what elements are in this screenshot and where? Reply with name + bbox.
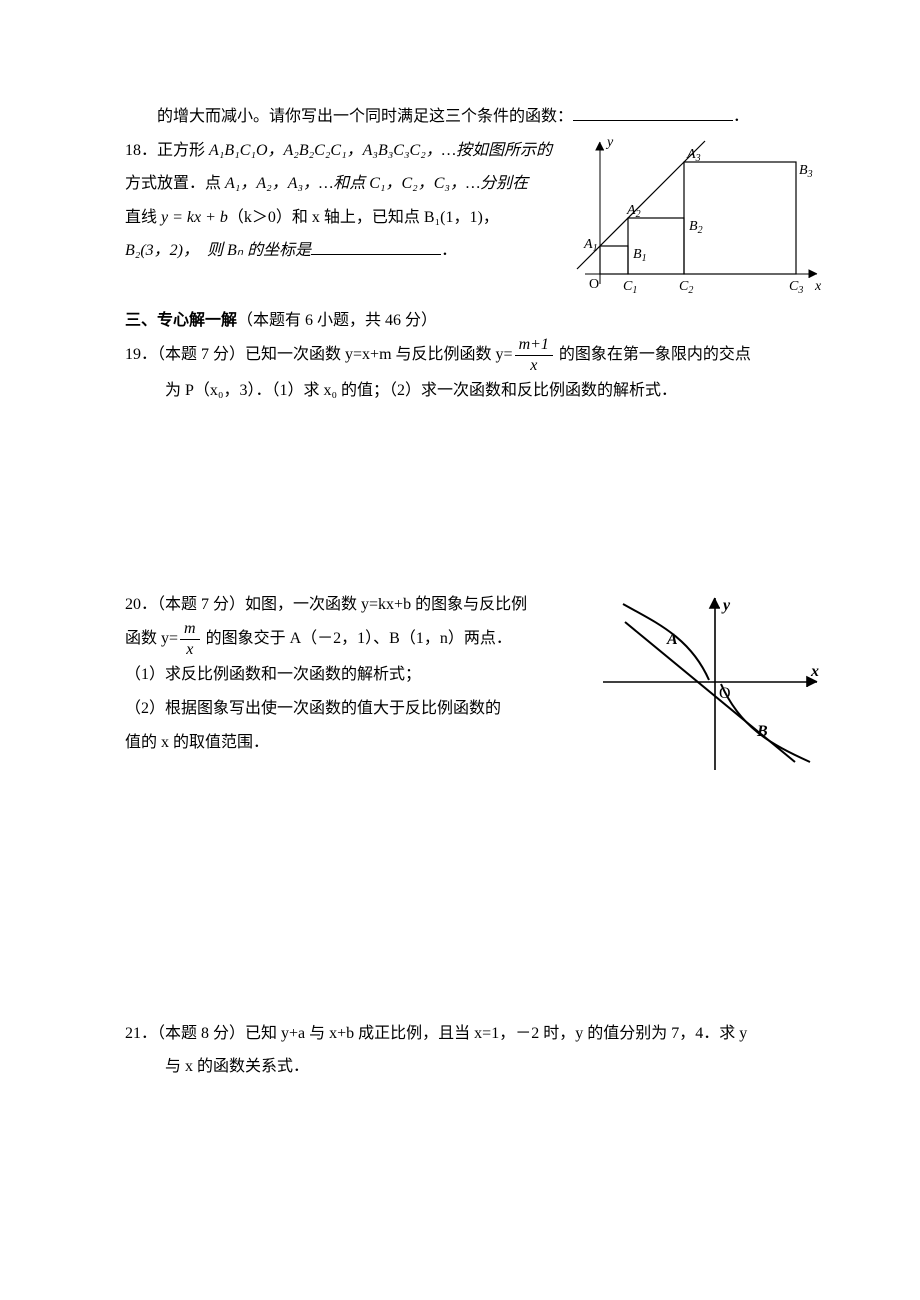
lbl-B2: B2 xyxy=(689,219,703,236)
q18-seq: A₁B₁C₁O，A₂B₂C₂C₁，A₃B₃C₃C₂，…按如图所示的 xyxy=(209,142,552,159)
q20-l2a: 函数 y= xyxy=(125,631,178,648)
q21-l2: 与 x 的函数关系式． xyxy=(165,1058,309,1075)
q21-line1: 21．（本题 8 分）已知 y+a 与 x+b 成正比例，且当 x=1，－2 时… xyxy=(125,1017,825,1051)
q18-squares-diagram: y x O A1 A2 A3 B1 B2 B3 C1 C2 C3 xyxy=(565,134,825,304)
q19-frac: m+1x xyxy=(515,337,553,374)
lbl-A2: A2 xyxy=(626,203,641,220)
q18-l1a: 正方形 xyxy=(157,142,209,159)
page: 的增大而减小。请你写出一个同时满足这三个条件的函数： ． xyxy=(0,0,920,1144)
lbl-B3: B3 xyxy=(799,163,813,180)
q19-l2: 为 P（x₀，3）．（1）求 x₀ 的值；（2）求一次函数和反比例函数的解析式． xyxy=(165,382,677,399)
q20-frac-den: x xyxy=(180,640,200,658)
q18-blank xyxy=(311,254,441,255)
q19-num: 19． xyxy=(125,346,157,363)
section3-title: 三、专心解一解 xyxy=(125,312,237,329)
q20-l1: 如图，一次函数 y=kx+b 的图象与反比例 xyxy=(245,596,527,613)
q19-frac-den: x xyxy=(515,356,553,374)
q21: 21．（本题 8 分）已知 y+a 与 x+b 成正比例，且当 x=1，－2 时… xyxy=(125,1017,825,1084)
lbl-x: x xyxy=(814,279,822,294)
q20-l2b: 的图象交于 A（－2，1）、B（1，n）两点． xyxy=(202,631,512,648)
q20-frac-num: m xyxy=(180,621,200,640)
lbl-x20: x xyxy=(810,663,819,680)
q19-frac-num: m+1 xyxy=(515,337,553,356)
q17-tail-text: 的增大而减小。请你写出一个同时满足这三个条件的函数： xyxy=(157,108,573,125)
spacer-20 xyxy=(125,777,825,1017)
q18-eq: y = kx + b xyxy=(161,209,228,226)
q18-figure: y x O A1 A2 A3 B1 B2 B3 C1 C2 C3 xyxy=(565,134,825,304)
lbl-y20: y xyxy=(721,597,731,614)
q18-l2a: 方式放置．点 xyxy=(125,175,225,192)
q20-pts: （本题 7 分） xyxy=(157,596,245,613)
section3-header: 三、专心解一解（本题有 6 小题，共 46 分） xyxy=(125,304,825,338)
q18-l3a: 直线 xyxy=(125,209,161,226)
lbl-A1: A1 xyxy=(583,237,598,254)
lbl-A20: A xyxy=(666,631,678,648)
lbl-C1: C1 xyxy=(623,279,637,296)
q20-l4: （2）根据图象写出使一次函数的值大于反比例函数的 xyxy=(125,700,501,717)
q18-num: 18． xyxy=(125,142,157,159)
q18-l3b: （k＞0）和 x 轴上，已知点 B₁(1，1)， xyxy=(228,209,499,226)
spacer-19 xyxy=(125,408,825,588)
q20-num: 20． xyxy=(125,596,157,613)
q19-l1a: 已知一次函数 y=x+m 与反比例函数 y= xyxy=(245,346,513,363)
q18-l2b: A₁，A₂，A₃，…和点 C₁，C₂，C₃，…分别在 xyxy=(225,175,528,192)
lbl-y: y xyxy=(605,135,614,150)
q19: 19．（本题 7 分）已知一次函数 y=x+m 与反比例函数 y=m+1x 的图… xyxy=(125,337,825,408)
q20-hyperbola-diagram: y x O A B xyxy=(595,592,825,777)
q18: y x O A1 A2 A3 B1 B2 B3 C1 C2 C3 18．正方形 … xyxy=(125,134,825,304)
q19-l1b: 的图象在第一象限内的交点 xyxy=(555,346,751,363)
q21-pts: （本题 8 分） xyxy=(157,1025,245,1042)
q19-line2: 为 P（x₀，3）．（1）求 x₀ 的值；（2）求一次函数和反比例函数的解析式． xyxy=(125,374,825,408)
lbl-B20: B xyxy=(756,723,768,740)
lbl-C2: C2 xyxy=(679,279,693,296)
q20-l5: 值的 x 的取值范围． xyxy=(125,734,269,751)
q20-frac: mx xyxy=(180,621,200,658)
q20-l3: （1）求反比例函数和一次函数的解析式； xyxy=(125,666,421,683)
q21-num: 21． xyxy=(125,1025,157,1042)
lbl-A3: A3 xyxy=(686,147,701,164)
lbl-O: O xyxy=(589,277,599,292)
q19-pts: （本题 7 分） xyxy=(157,346,245,363)
q18-l4end: ． xyxy=(441,242,457,259)
q20: y x O A B 20．（本题 7 分）如图，一次函数 y=kx+b 的图象与… xyxy=(125,588,825,777)
q17-tail-line: 的增大而减小。请你写出一个同时满足这三个条件的函数：． xyxy=(125,100,825,134)
q21-line2: 与 x 的函数关系式． xyxy=(125,1050,825,1084)
lbl-C3: C3 xyxy=(789,279,803,296)
lbl-B1: B1 xyxy=(633,247,647,264)
q17-blank xyxy=(573,120,733,121)
lbl-O20: O xyxy=(719,685,731,702)
section3-note: （本题有 6 小题，共 46 分） xyxy=(237,312,437,329)
q19-line1: 19．（本题 7 分）已知一次函数 y=x+m 与反比例函数 y=m+1x 的图… xyxy=(125,337,825,374)
q21-l1: 已知 y+a 与 x+b 成正比例，且当 x=1，－2 时，y 的值分别为 7，… xyxy=(245,1025,747,1042)
q20-figure: y x O A B xyxy=(595,592,825,777)
q18-l4a: B₂(3，2)， 则 Bₙ 的坐标是 xyxy=(125,242,311,259)
